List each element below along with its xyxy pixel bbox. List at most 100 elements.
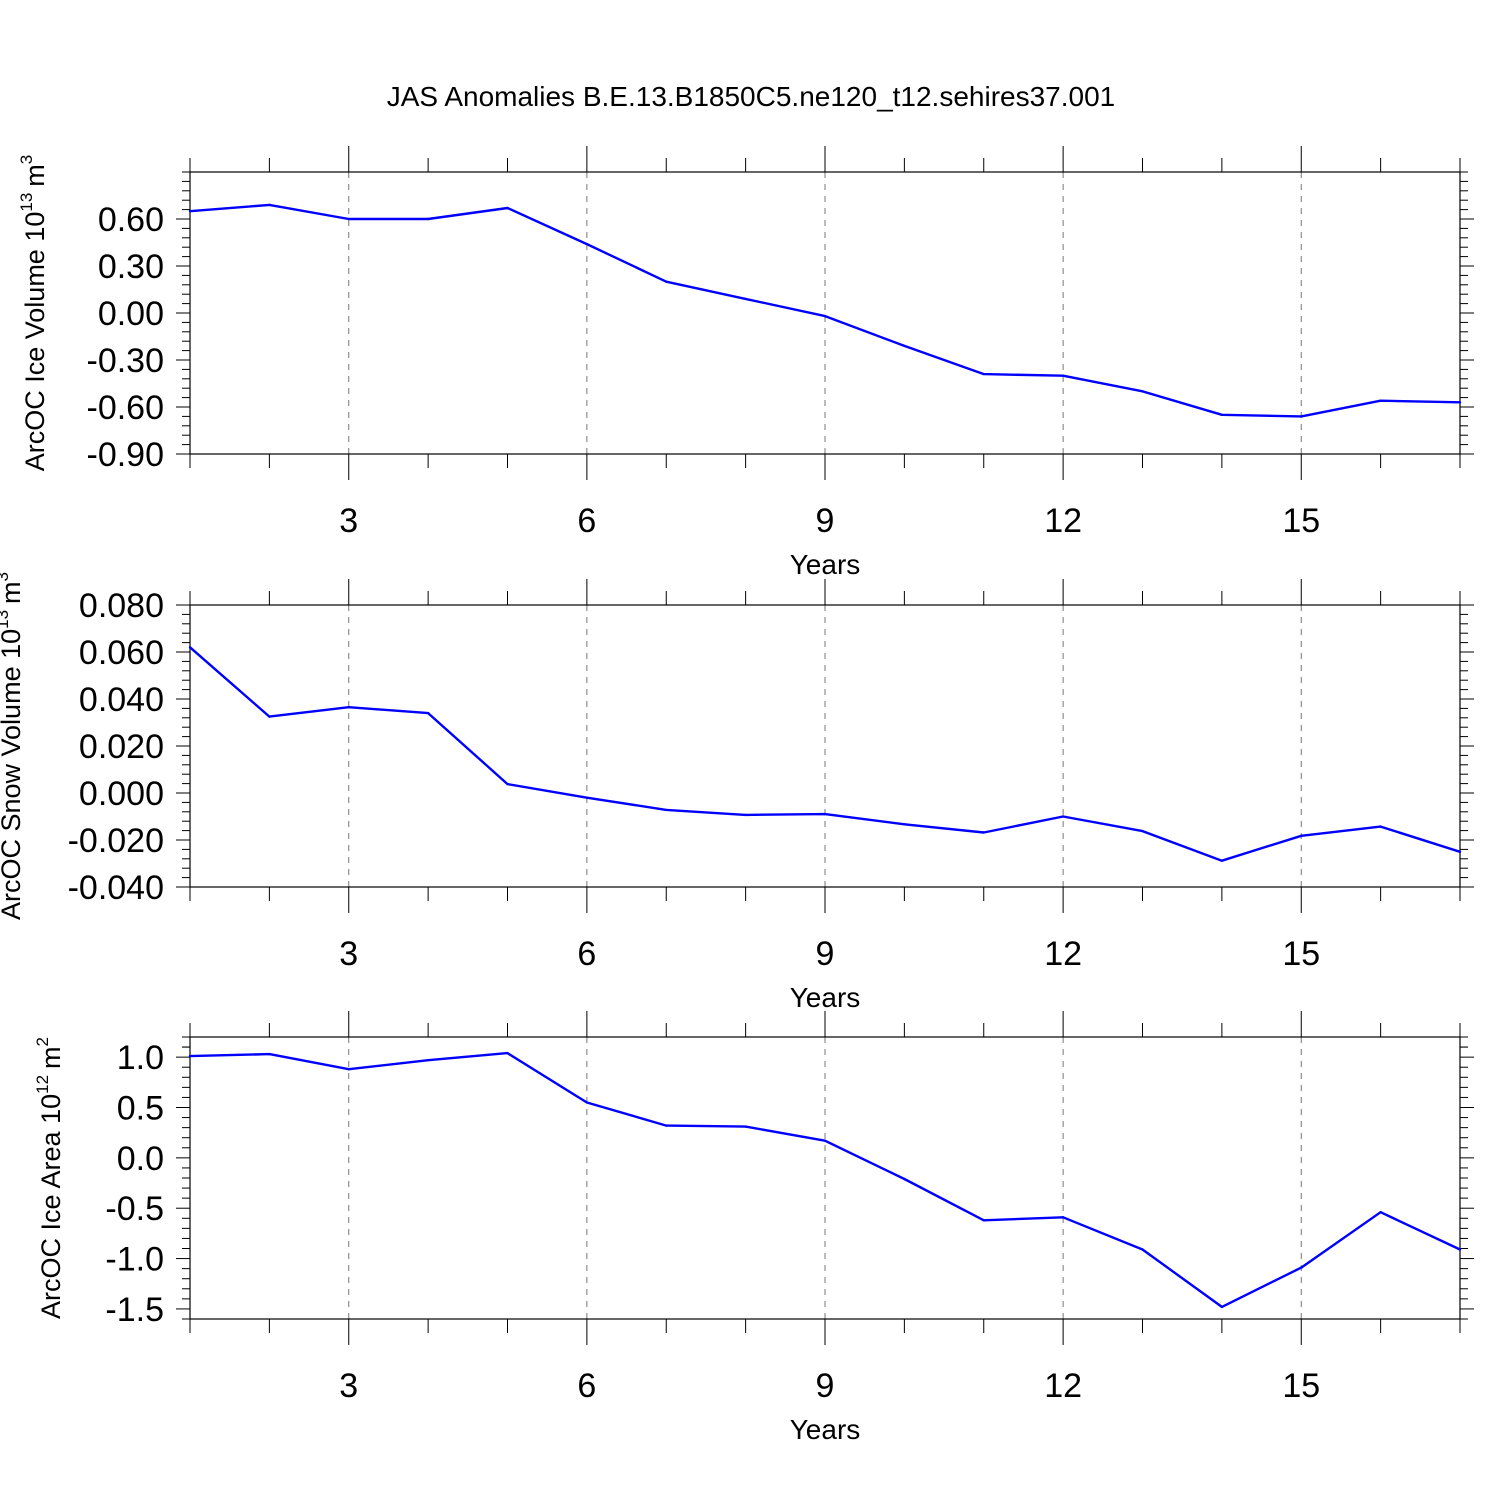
- y-axis-label-exponent: 13: [0, 610, 12, 629]
- y-axis-label-text: ArcOC Ice Volume 10: [20, 212, 50, 472]
- y-tick-label: -0.90: [87, 436, 165, 474]
- y-tick-label: -0.60: [87, 389, 165, 427]
- data-point: [903, 1177, 906, 1181]
- data-point: [1300, 834, 1303, 837]
- chart-panels: 3 6 9 12 15 -0.90 -0.60 -0.30 0.00 0.30 0.60 Years A…: [0, 146, 1474, 1445]
- data-point: [665, 1124, 668, 1127]
- y-axis-label: ArcOC Ice Volume 1013 m3: [17, 155, 50, 472]
- data-point: [426, 217, 430, 221]
- y-axis-label-text: ArcOC Ice Area 10: [36, 1094, 66, 1319]
- data-point: [1458, 401, 1462, 404]
- y-axis-label-unit-exponent: 2: [33, 1037, 52, 1046]
- data-point: [506, 782, 509, 786]
- data-point: [744, 297, 747, 301]
- x-tick-label: 3: [339, 1367, 358, 1405]
- y-axis-label-unit: m: [0, 581, 26, 604]
- data-point: [585, 796, 589, 799]
- y-tick-label: -0.30: [87, 342, 165, 380]
- x-tick-label: 3: [339, 502, 358, 540]
- y-axis-label-unit: m: [20, 164, 50, 187]
- data-point: [823, 314, 827, 318]
- data-point: [268, 1052, 271, 1056]
- data-point: [665, 808, 668, 812]
- data-point: [347, 1068, 350, 1071]
- x-axis-label: Years: [790, 1414, 861, 1445]
- y-tick-label: 1.0: [117, 1039, 164, 1077]
- y-tick-label: 0.040: [79, 681, 164, 719]
- data-point: [823, 1139, 827, 1142]
- data-point: [1220, 859, 1224, 862]
- x-tick-label: 6: [577, 1367, 596, 1405]
- y-tick-label: 0.5: [117, 1090, 164, 1128]
- data-point: [585, 242, 589, 246]
- plot-frame: [189, 1036, 1461, 1320]
- x-tick-label: 12: [1044, 502, 1082, 540]
- data-point: [1141, 829, 1144, 833]
- data-point: [1458, 1248, 1462, 1251]
- y-axis-label-exponent: 12: [33, 1075, 52, 1094]
- y-axis-label-unit: m: [36, 1046, 66, 1069]
- data-point: [982, 372, 985, 376]
- data-point: [1141, 390, 1144, 393]
- y-axis-label: ArcOC Ice Area 1012 m2: [33, 1037, 66, 1319]
- data-point: [347, 217, 350, 221]
- data-point: [665, 280, 668, 283]
- x-tick-label: 12: [1044, 935, 1082, 973]
- x-tick-label: 9: [816, 1367, 835, 1405]
- data-point: [1300, 415, 1303, 418]
- data-point: [1061, 815, 1065, 818]
- y-tick-label: -1.5: [105, 1291, 164, 1329]
- chart-panel-2: 3 6 9 12 15 -0.040 -0.020 0.000 0.020 0.040 0.060 0…: [0, 572, 1474, 1013]
- data-point: [1061, 374, 1065, 377]
- x-tick-label: 15: [1282, 502, 1320, 540]
- x-tick-label: 9: [816, 502, 835, 540]
- chart-title: JAS Anomalies B.E.13.B1850C5.ne120_t12.s…: [387, 81, 1116, 112]
- x-tick-label: 12: [1044, 1367, 1082, 1405]
- data-point: [506, 206, 509, 210]
- x-tick-label: 6: [577, 935, 596, 973]
- y-tick-label: 0.00: [98, 295, 164, 333]
- x-axis-label: Years: [790, 549, 861, 580]
- data-point: [1300, 1266, 1303, 1269]
- x-tick-label: 15: [1282, 935, 1320, 973]
- data-point: [1379, 1211, 1382, 1214]
- data-point: [982, 1219, 985, 1222]
- y-axis-label-unit-exponent: 3: [0, 572, 12, 581]
- chart-panel-1: 3 6 9 12 15 -0.90 -0.60 -0.30 0.00 0.30 0.60 Years A…: [17, 146, 1474, 580]
- data-point: [426, 1058, 430, 1062]
- x-tick-label: 6: [577, 502, 596, 540]
- y-tick-label: 0.000: [79, 775, 164, 813]
- y-tick-label: -0.020: [68, 822, 164, 860]
- y-tick-label: 0.020: [79, 728, 164, 766]
- chart-panel-3: 3 6 9 12 15 -1.5 -1.0 -0.5 0.0 0.5 1.0 Years ArcOC I…: [33, 1011, 1474, 1445]
- data-point: [1141, 1248, 1144, 1251]
- data-point: [347, 706, 350, 709]
- y-tick-label: -1.0: [105, 1241, 164, 1279]
- data-point: [903, 344, 906, 348]
- y-axis-label-unit-exponent: 3: [17, 155, 36, 164]
- y-axis-label-text: ArcOC Snow Volume 10: [0, 629, 26, 920]
- x-tick-label: 9: [816, 935, 835, 973]
- data-point: [744, 1125, 747, 1128]
- y-tick-label: 0.0: [117, 1140, 164, 1178]
- y-tick-label: 0.60: [98, 201, 164, 239]
- data-point: [1220, 1305, 1224, 1309]
- y-axis-label-exponent: 13: [17, 193, 36, 212]
- y-tick-label: 0.060: [79, 634, 164, 672]
- data-point: [1061, 1216, 1065, 1219]
- x-axis-label: Years: [790, 982, 861, 1013]
- data-point: [1220, 413, 1224, 417]
- x-tick-label: 15: [1282, 1367, 1320, 1405]
- data-point: [1458, 850, 1462, 853]
- data-point: [744, 813, 747, 817]
- data-point: [268, 203, 271, 207]
- data-point: [1379, 825, 1382, 828]
- plot-frame: [189, 171, 1461, 455]
- y-tick-label: -0.5: [105, 1190, 164, 1228]
- y-tick-label: 0.30: [98, 248, 164, 286]
- data-point: [426, 711, 430, 715]
- data-point: [188, 1054, 192, 1058]
- data-point: [506, 1051, 509, 1055]
- data-point: [823, 812, 827, 816]
